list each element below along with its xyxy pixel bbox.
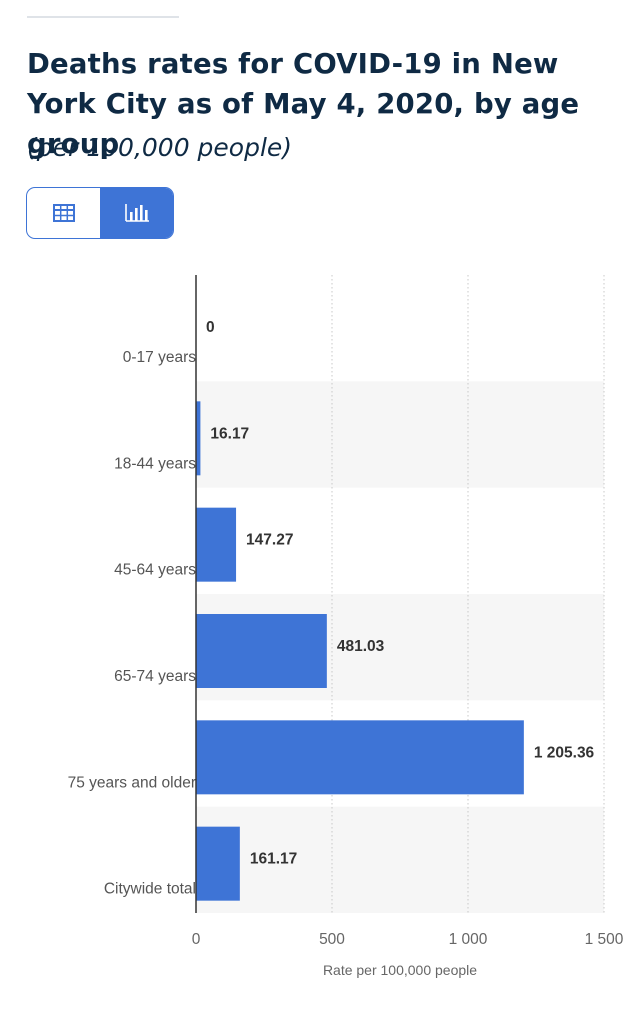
x-tick-label: 500 (319, 931, 345, 948)
bar-value-label: 147.27 (246, 532, 293, 549)
bar-value-label: 161.17 (250, 851, 297, 868)
category-label: 75 years and older (68, 774, 196, 791)
category-label: Citywide total (104, 881, 196, 898)
chart-title: Deaths rates for COVID-19 in New York Ci… (27, 48, 580, 160)
top-divider (27, 16, 179, 18)
chart-view-button[interactable] (100, 188, 173, 238)
category-label: 18-44 years (114, 455, 196, 472)
table-icon (52, 204, 75, 222)
category-label: 65-74 years (114, 668, 196, 685)
x-tick-label: 1 000 (449, 931, 488, 948)
chart-subtitle: (per 100,000 people) (27, 133, 293, 162)
bar (196, 507, 237, 582)
bar-chart: 0 0-17 years 16.17 18-44 years 147.27 45-64 y… (68, 275, 624, 978)
x-axis-title: Rate per 100,000 people (323, 962, 477, 978)
category-label: 45-64 years (114, 562, 196, 579)
row-band (196, 806, 604, 913)
bar (196, 826, 240, 901)
x-tick-label: 0 (192, 931, 201, 948)
table-view-button[interactable] (27, 188, 100, 238)
bar (196, 720, 524, 795)
view-toggle (26, 187, 174, 239)
x-tick-label: 1 500 (585, 931, 624, 948)
bar-value-label: 1 205.36 (534, 744, 595, 761)
bar-value-label: 0 (206, 319, 215, 336)
row-band (196, 381, 604, 488)
bar-value-label: 16.17 (210, 425, 249, 442)
bar (196, 401, 201, 476)
category-label: 0-17 years (123, 349, 196, 366)
bar (196, 614, 327, 688)
bar-value-label: 481.03 (337, 638, 385, 655)
bar-chart-icon (124, 204, 149, 222)
